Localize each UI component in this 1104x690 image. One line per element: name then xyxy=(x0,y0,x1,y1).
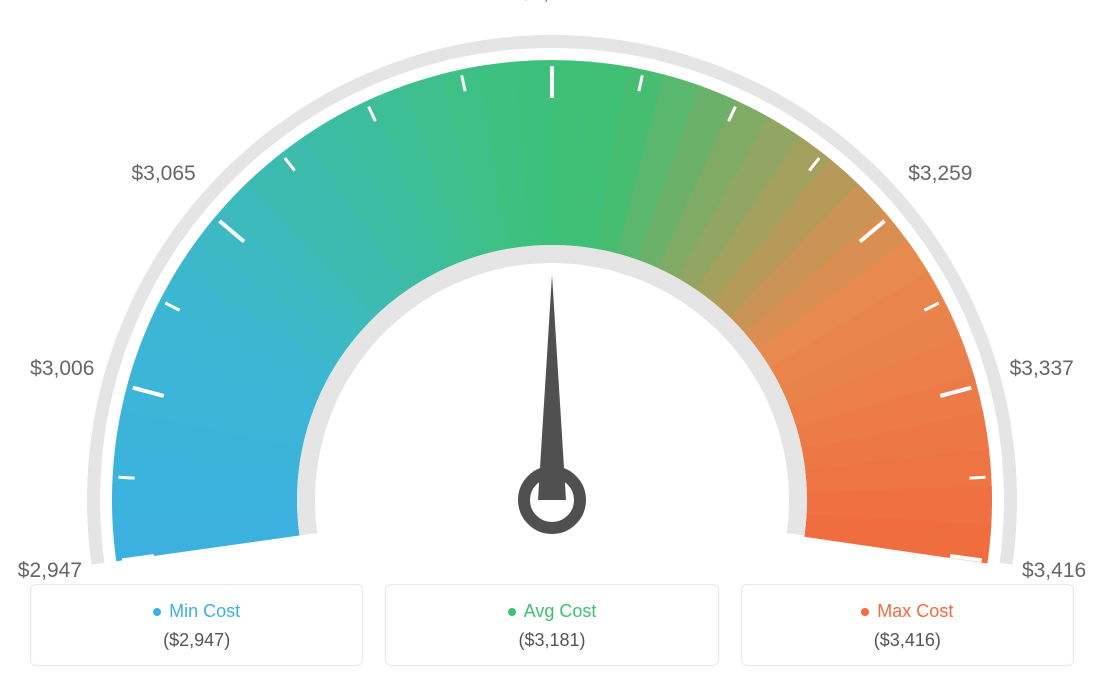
gauge-tick-label: $3,259 xyxy=(908,162,972,186)
legend-card-max: Max Cost ($3,416) xyxy=(741,584,1074,666)
cost-gauge-container: $2,947 $3,006 $3,065 $3,181 $3,259 $3,337 $3,4… xyxy=(0,0,1104,690)
bullet-icon xyxy=(153,608,161,616)
bullet-icon xyxy=(861,608,869,616)
gauge-tick-label: $3,416 xyxy=(1022,559,1086,583)
legend-card-avg: Avg Cost ($3,181) xyxy=(385,584,718,666)
legend-value-max: ($3,416) xyxy=(752,630,1063,651)
bullet-icon xyxy=(508,608,516,616)
legend-value-avg: ($3,181) xyxy=(396,630,707,651)
legend-row: Min Cost ($2,947) Avg Cost ($3,181) Max … xyxy=(30,584,1074,666)
gauge-tick-label: $3,337 xyxy=(1010,357,1074,381)
gauge-tick-label: $2,947 xyxy=(18,559,82,583)
legend-title-text: Avg Cost xyxy=(524,601,597,622)
legend-title-avg: Avg Cost xyxy=(396,601,707,622)
legend-title-text: Min Cost xyxy=(169,601,240,622)
legend-value-min: ($2,947) xyxy=(41,630,352,651)
legend-card-min: Min Cost ($2,947) xyxy=(30,584,363,666)
gauge-tick-label: $3,181 xyxy=(520,0,584,5)
gauge-chart: $2,947$3,006$3,065$3,181$3,259$3,337$3,4… xyxy=(0,0,1104,570)
gauge-svg xyxy=(0,0,1104,570)
gauge-tick-label: $3,006 xyxy=(30,357,94,381)
legend-title-max: Max Cost xyxy=(752,601,1063,622)
legend-title-min: Min Cost xyxy=(41,601,352,622)
gauge-tick-label: $3,065 xyxy=(131,162,195,186)
legend-title-text: Max Cost xyxy=(877,601,953,622)
